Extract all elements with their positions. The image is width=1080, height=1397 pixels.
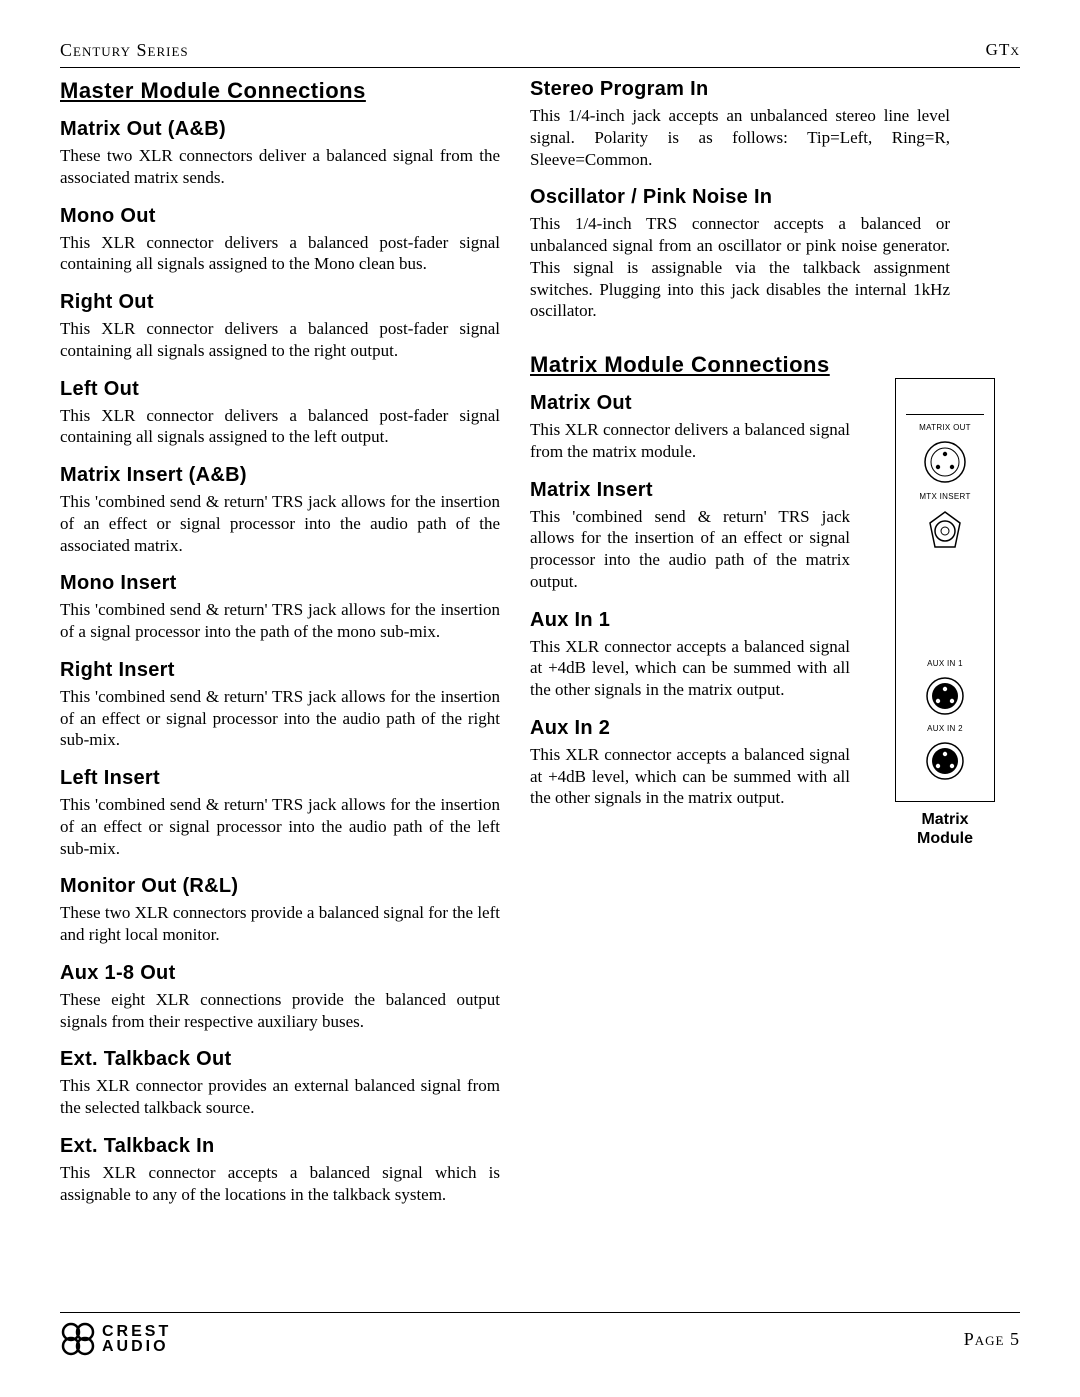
right-column: Stereo Program In This 1/4-inch jack acc… (530, 78, 850, 1205)
xlr-male-icon (925, 676, 965, 716)
heading-aux-in-1: Aux In 1 (530, 609, 850, 632)
body-right-insert: This 'combined send & return' TRS jack a… (60, 686, 500, 751)
heading-right-out: Right Out (60, 291, 500, 314)
header-right: GTx (986, 40, 1020, 61)
page-number: Page 5 (964, 1329, 1020, 1350)
body-matrix-out: This XLR connector delivers a balanced s… (530, 419, 850, 463)
heading-aux-in-2: Aux In 2 (530, 717, 850, 740)
heading-matrix-insert: Matrix Insert (530, 479, 850, 502)
heading-mono-insert: Mono Insert (60, 572, 500, 595)
heading-left-out: Left Out (60, 378, 500, 401)
heading-aux-out: Aux 1-8 Out (60, 962, 500, 985)
body-ext-talkback-in: This XLR connector accepts a balanced si… (60, 1162, 500, 1206)
master-module-title: Master Module Connections (60, 78, 500, 104)
trs-jack-icon (923, 509, 967, 553)
diagram-label-matrix-out: MATRIX OUT (919, 423, 971, 432)
page-header: Century Series GTx (60, 40, 1020, 61)
left-column: Master Module Connections Matrix Out (A&… (60, 78, 500, 1205)
heading-matrix-insert-ab: Matrix Insert (A&B) (60, 464, 500, 487)
logo-line1: CREST (102, 1324, 171, 1339)
body-left-insert: This 'combined send & return' TRS jack a… (60, 794, 500, 859)
body-mono-out: This XLR connector delivers a balanced p… (60, 232, 500, 276)
header-rule (60, 67, 1020, 68)
logo-line2: AUDIO (102, 1339, 171, 1354)
body-matrix-insert-ab: This 'combined send & return' TRS jack a… (60, 491, 500, 556)
heading-ext-talkback-out: Ext. Talkback Out (60, 1048, 500, 1071)
diagram-column: MATRIX OUT MTX INSERT AUX IN 1 (880, 78, 1010, 1205)
page-footer: CREST AUDIO Page 5 (60, 1312, 1020, 1357)
body-aux-in-1: This XLR connector accepts a balanced si… (530, 636, 850, 701)
diagram-label-aux-in-1: AUX IN 1 (927, 659, 963, 668)
heading-right-insert: Right Insert (60, 659, 500, 682)
body-matrix-out-ab: These two XLR connectors deliver a balan… (60, 145, 500, 189)
body-left-out: This XLR connector delivers a balanced p… (60, 405, 500, 449)
diagram-label-mtx-insert: MTX INSERT (919, 492, 970, 501)
crest-audio-logo: CREST AUDIO (60, 1321, 171, 1357)
heading-ext-talkback-in: Ext. Talkback In (60, 1135, 500, 1158)
body-monitor-out: These two XLR connectors provide a balan… (60, 902, 500, 946)
logo-text: CREST AUDIO (102, 1324, 171, 1354)
body-ext-talkback-out: This XLR connector provides an external … (60, 1075, 500, 1119)
header-left: Century Series (60, 40, 189, 61)
matrix-module-diagram: MATRIX OUT MTX INSERT AUX IN 1 (895, 378, 995, 802)
body-right-out: This XLR connector delivers a balanced p… (60, 318, 500, 362)
body-matrix-insert: This 'combined send & return' TRS jack a… (530, 506, 850, 593)
heading-left-insert: Left Insert (60, 767, 500, 790)
xlr-female-icon (923, 440, 967, 484)
xlr-male-icon (925, 741, 965, 781)
diagram-top-spacer (906, 389, 984, 415)
diagram-label-aux-in-2: AUX IN 2 (927, 724, 963, 733)
heading-mono-out: Mono Out (60, 205, 500, 228)
matrix-module-title: Matrix Module Connections (530, 352, 850, 378)
body-mono-insert: This 'combined send & return' TRS jack a… (60, 599, 500, 643)
heading-matrix-out-ab: Matrix Out (A&B) (60, 118, 500, 141)
body-aux-out: These eight XLR connections provide the … (60, 989, 500, 1033)
heading-monitor-out: Monitor Out (R&L) (60, 875, 500, 898)
diagram-caption-line2: Module (917, 830, 973, 847)
logo-icon (60, 1321, 96, 1357)
body-aux-in-2: This XLR connector accepts a balanced si… (530, 744, 850, 809)
content-columns: Master Module Connections Matrix Out (A&… (60, 78, 1020, 1205)
diagram-caption-line1: Matrix (921, 811, 968, 828)
heading-matrix-out: Matrix Out (530, 392, 850, 415)
diagram-caption: Matrix Module (917, 810, 973, 848)
